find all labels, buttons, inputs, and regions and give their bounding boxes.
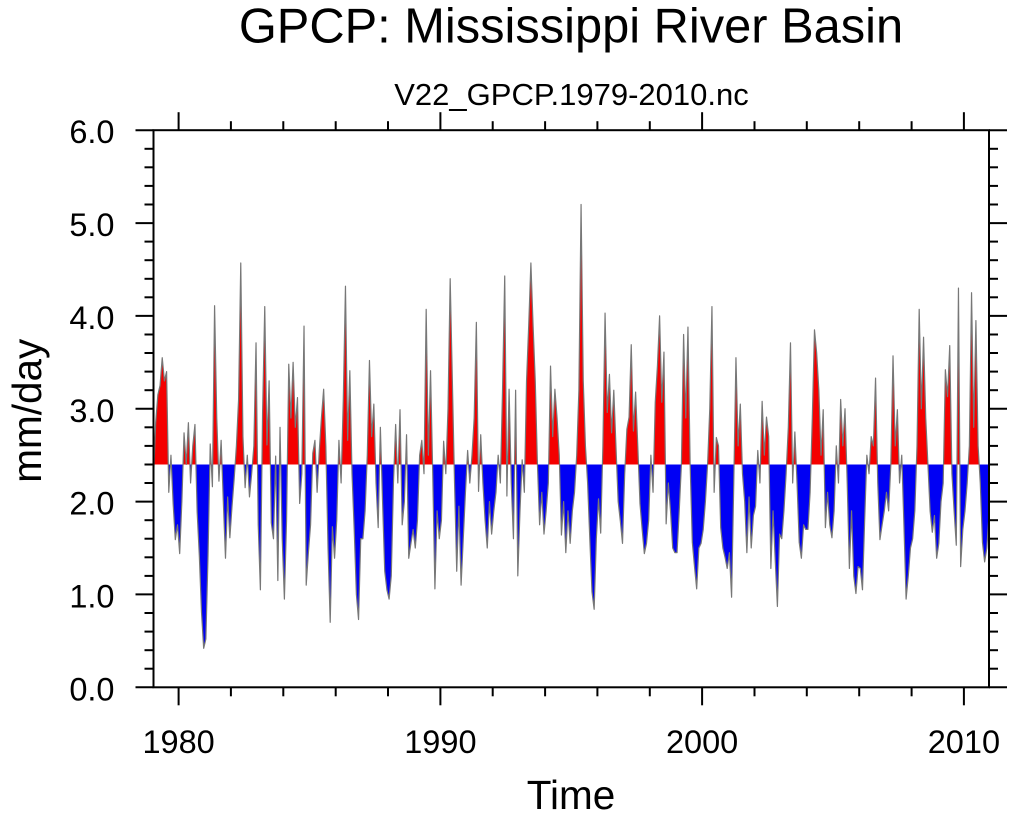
svg-text:6.0: 6.0 bbox=[69, 114, 114, 150]
svg-text:0.0: 0.0 bbox=[69, 671, 114, 707]
svg-text:2010: 2010 bbox=[928, 724, 1000, 760]
svg-text:4.0: 4.0 bbox=[69, 300, 114, 336]
svg-text:GPCP: Mississippi River Basin: GPCP: Mississippi River Basin bbox=[239, 0, 903, 53]
svg-text:3.0: 3.0 bbox=[69, 393, 114, 429]
svg-text:V22_GPCP.1979-2010.nc: V22_GPCP.1979-2010.nc bbox=[394, 77, 748, 112]
svg-text:5.0: 5.0 bbox=[69, 207, 114, 243]
svg-text:2.0: 2.0 bbox=[69, 486, 114, 522]
svg-text:Time: Time bbox=[527, 772, 616, 818]
svg-text:1.0: 1.0 bbox=[69, 578, 114, 614]
svg-text:mm/day: mm/day bbox=[4, 338, 50, 483]
svg-text:2000: 2000 bbox=[666, 724, 738, 760]
svg-text:1980: 1980 bbox=[142, 724, 214, 760]
svg-text:1990: 1990 bbox=[404, 724, 476, 760]
